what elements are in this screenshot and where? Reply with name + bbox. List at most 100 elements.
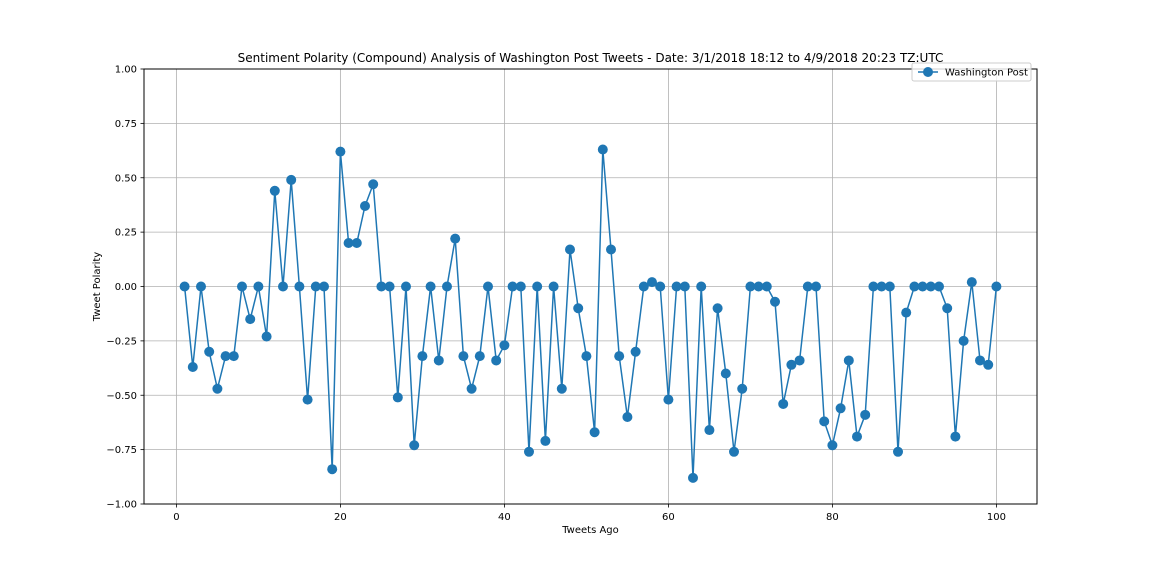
data-point [294,281,305,292]
x-tick-label: 40 [498,512,511,523]
data-point [917,281,928,292]
y-tick-label: −0.75 [106,445,137,456]
data-point [966,277,977,288]
data-point [712,303,723,314]
data-point [507,281,518,292]
data-point [802,281,813,292]
y-tick-label: −0.50 [106,391,137,402]
data-point [573,303,584,314]
data-point [269,185,280,196]
data-point [704,425,715,436]
data-point [663,394,674,405]
data-point [302,394,313,405]
y-axis-label: Tweet Polarity [92,252,103,323]
data-point [786,359,797,370]
legend-box [911,62,1032,82]
data-point [729,446,740,457]
data-point [975,355,986,366]
data-point [286,174,297,185]
data-point [450,233,461,244]
data-point [606,244,617,255]
data-point [466,383,477,394]
data-point [909,281,920,292]
x-tick-label: 80 [826,512,839,523]
data-point [876,281,887,292]
data-point [819,416,830,427]
data-point [843,355,854,366]
data-point [245,314,256,325]
data-point [835,403,846,414]
legend-label: Washington Post [945,68,1028,79]
data-point [441,281,452,292]
data-point [532,281,543,292]
data-point [852,431,863,442]
data-point [327,464,338,475]
y-tick-label: 0.50 [115,173,137,184]
data-point [901,307,912,318]
data-point [425,281,436,292]
data-point [778,398,789,409]
y-tick-label: −0.25 [106,336,137,347]
data-point [335,146,346,157]
data-point [409,440,420,451]
data-point [581,351,592,362]
data-point [491,355,502,366]
data-point [228,351,239,362]
data-point [925,281,936,292]
data-point [958,335,969,346]
data-point [991,281,1002,292]
data-point [745,281,756,292]
data-point [548,281,559,292]
y-tick-label: 0.00 [115,282,137,293]
data-point [884,281,895,292]
data-point [261,331,272,342]
data-point [400,281,411,292]
data-point [499,340,510,351]
data-point [893,446,904,457]
data-point [589,427,600,438]
data-point [827,440,838,451]
data-point [720,368,731,379]
data-point [482,281,493,292]
data-point [671,281,682,292]
y-tick-label: 0.75 [115,119,137,130]
data-point [811,281,822,292]
data-point [179,281,190,292]
legend-dot-marker [923,67,933,77]
data-point [376,281,387,292]
x-tick-label: 0 [173,512,179,523]
data-point [417,351,428,362]
data-point [310,281,321,292]
data-point [614,351,625,362]
data-point [934,281,945,292]
data-point [277,281,288,292]
data-point [950,431,961,442]
data-point [564,244,575,255]
data-point [540,435,551,446]
data-point [770,296,781,307]
data-point [351,238,362,248]
data-point [359,201,370,212]
data-point [187,361,198,372]
data-point [753,281,764,292]
y-axis: −1.00 −0.75 −0.50 −0.25 0.00 0.25 0.50 0.75 1.00 [106,65,144,511]
data-point [384,281,395,292]
x-tick-label: 100 [987,512,1006,523]
data-point [204,346,215,357]
data-point [983,359,994,370]
data-point [368,179,379,190]
data-point [688,472,699,483]
y-tick-label: 1.00 [115,65,137,76]
data-point [794,355,805,366]
data-point [458,351,469,362]
data-point [737,383,748,394]
legend: Washington Post [911,62,1032,82]
x-axis-label: Tweets Ago [561,525,619,536]
data-point [195,281,206,292]
data-point [630,346,641,357]
data-point [236,281,247,292]
data-point [212,383,223,394]
data-point [318,281,329,292]
data-point [556,383,567,394]
data-point [638,281,649,292]
